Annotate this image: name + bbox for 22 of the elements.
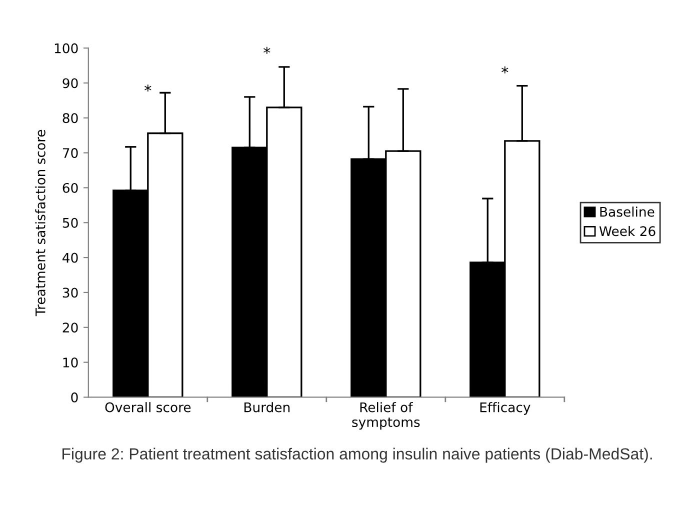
annotation: * (264, 46, 270, 54)
y-tick-label: 100 (54, 43, 78, 54)
y-tick-label: 80 (62, 113, 78, 124)
annotation: * (502, 66, 508, 74)
y-tick-label: 70 (62, 148, 78, 158)
x-tick-label: Efficacy (480, 402, 530, 415)
y-tick-label: 40 (62, 252, 78, 263)
x-tick-label: Relief of symptoms (352, 402, 420, 430)
x-tick-label: Burden (244, 402, 290, 412)
legend-label: Baseline (600, 206, 654, 217)
y-axis-title: Treatment satisfaction score (35, 130, 46, 316)
y-tick-label: 20 (62, 322, 78, 333)
y-tick-label: 30 (62, 288, 78, 298)
caption: Figure 2: Patient treatment satisfaction among insulin naive patients (Diab-MedSat). (62, 448, 652, 463)
x-tick-label: Overall score (105, 402, 191, 412)
annotation: * (144, 84, 152, 92)
legend-label: Week 26 (599, 226, 656, 236)
y-tick-label: 90 (62, 78, 78, 88)
y-tick-label: 10 (63, 358, 78, 368)
y-tick-label: 0 (71, 392, 78, 402)
y-tick-label: 60 (62, 182, 78, 193)
y-tick-label: 50 (62, 218, 78, 228)
